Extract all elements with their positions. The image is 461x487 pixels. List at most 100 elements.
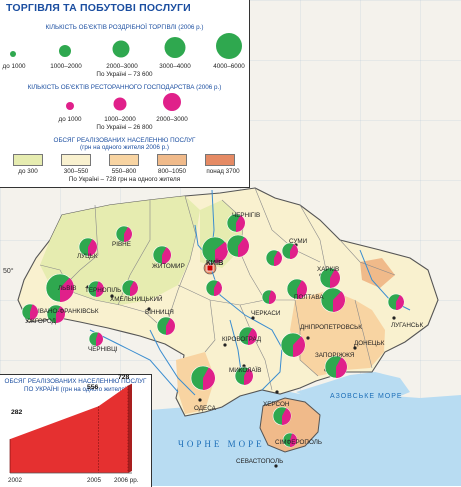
restaurant-slice	[274, 250, 282, 266]
x-tick-label: 2005	[87, 477, 102, 484]
legend-panel: ТОРГІВЛЯ ТА ПОБУТОВІ ПОСЛУГИ КІЛЬКІСТЬ О…	[0, 0, 250, 188]
income-swatch	[13, 154, 43, 166]
city-label: ВІННИЦЯ	[145, 309, 174, 316]
area-side	[128, 383, 132, 473]
restaurant-slice	[333, 291, 345, 312]
latitude-label: 50°	[3, 268, 14, 275]
map-title: ТОРГІВЛЯ ТА ПОБУТОВІ ПОСЛУГИ	[6, 2, 191, 14]
city-label: ХАРКІВ	[317, 266, 339, 273]
income-class-label: понад 3700	[206, 168, 240, 175]
city-label: СЕВАСТОПОЛЬ	[236, 458, 283, 465]
city-label: СІМФЕРОПОЛЬ	[275, 439, 322, 446]
income-zone-low	[40, 196, 200, 305]
city-label: МИКОЛАЇВ	[229, 366, 261, 374]
income-legend-heading: ОБСЯГ РЕАЛІЗОВАНИХ НАСЕЛЕННЮ ПОСЛУГ	[53, 137, 196, 144]
city-label: РІВНЕ	[112, 241, 131, 248]
restaurant-slice	[30, 304, 39, 320]
retail-class-label: 2000–3000	[106, 63, 138, 70]
restaurant-slice	[330, 269, 340, 288]
city-label: КІРОВОГРАД	[222, 336, 262, 343]
restaurant-slice	[244, 368, 253, 385]
income-swatch	[157, 154, 187, 166]
income-class-label: 550–800	[111, 168, 137, 175]
restaurant-legend-heading: КІЛЬКІСТЬ ОБ'ЄКТІВ РЕСТОРАННОГО ГОСПОДАР…	[27, 84, 222, 91]
restaurant-slice	[130, 280, 139, 296]
restaurant-slice	[214, 280, 223, 296]
city-label: ЧЕРНІГІВ	[232, 212, 260, 219]
chart-title: ОБСЯГ РЕАЛІЗОВАНИХ НАСЕЛЕННЮ ПОСЛУГ ПО У…	[4, 378, 147, 393]
restaurant-slice	[215, 241, 229, 263]
city-label: ХЕРСОН	[263, 401, 290, 408]
pie-symbols	[21, 213, 405, 448]
retail-legend-symbols	[10, 33, 242, 59]
black-sea-label: ЧОРНЕ МОРЕ	[178, 439, 265, 449]
restaurant-slice	[124, 226, 132, 242]
restaurant-slice	[290, 243, 298, 259]
restaurant-slice	[336, 357, 347, 378]
city-label: ТЕРНОПІЛЬ	[85, 287, 121, 294]
x-tick-label: 2002	[8, 477, 23, 484]
restaurant-class-label: 1000–2000	[104, 116, 136, 123]
restaurant-slice	[60, 277, 75, 302]
restaurant-total: По Україні – 26 800	[96, 124, 153, 131]
city-label: ЛЬВІВ	[58, 285, 76, 292]
restaurant-slice	[56, 306, 65, 323]
city-label: СУМИ	[289, 238, 308, 245]
restaurant-class-label: 2000–3000	[156, 116, 188, 123]
income-class-label: до 300	[18, 168, 38, 175]
city-label: ДНІПРОПЕТРОВСЬК	[300, 324, 362, 331]
area-series	[10, 385, 128, 473]
data-label: 282	[11, 409, 23, 416]
city-label: ОДЕСА	[194, 405, 217, 412]
income-swatch	[109, 154, 139, 166]
restaurant-slice	[290, 433, 298, 447]
restaurant-class-label: до 1000	[58, 116, 82, 123]
restaurant-slice	[88, 239, 97, 256]
services-volume-chart: ОБСЯГ РЕАЛІЗОВАНИХ НАСЕЛЕННЮ ПОСЛУГ ПО У…	[0, 374, 152, 487]
restaurant-slice	[396, 294, 405, 310]
restaurant-slice	[96, 332, 104, 346]
city-label: ЖИТОМИР	[152, 263, 185, 270]
income-total: По Україні – 728 грн на одного жителя	[68, 176, 181, 183]
retail-class-label: 1000–2000	[50, 63, 82, 70]
city-label: ЛУГАНСЬК	[391, 322, 424, 329]
capital-marker	[206, 264, 214, 272]
chart-plot	[9, 383, 132, 474]
city-label: УЖГОРОД	[25, 318, 57, 325]
azov-sea	[296, 372, 410, 406]
restaurant-slice	[293, 336, 306, 357]
city-label: ЗАПОРІЖЖЯ	[315, 352, 355, 359]
data-label: 728	[118, 374, 130, 381]
retail-class-label: 3000–4000	[159, 63, 191, 70]
restaurant-slice	[297, 280, 307, 299]
income-class-label: 800–1050	[157, 168, 187, 175]
retail-legend-heading: КІЛЬКІСТЬ ОБ'ЄКТІВ РОЗДРІБНОЇ ТОРГІВЛІ (…	[45, 24, 204, 31]
city-label: ХМЕЛЬНИЦЬКИЙ	[110, 294, 163, 303]
retail-class-label: 4000–6000	[213, 63, 245, 70]
restaurant-slice	[236, 215, 246, 232]
city-label: ЧЕРКАСИ	[251, 310, 281, 317]
restaurant-slice	[238, 237, 249, 258]
restaurant-slice	[166, 318, 175, 335]
city-label: ЛУЦЬК	[77, 253, 98, 260]
x-tick-label: 2006 рр.	[114, 477, 139, 484]
restaurant-slice	[203, 367, 215, 390]
restaurant-slice	[269, 290, 277, 304]
city-label: ІВАНО-ФРАНКІВСЬК	[38, 308, 99, 315]
restaurant-slice	[282, 408, 291, 425]
restaurant-slice	[96, 281, 105, 297]
income-swatch	[61, 154, 91, 166]
azov-sea-label: АЗОВСЬКЕ МОРЕ	[330, 393, 403, 400]
income-zone-mid	[290, 290, 385, 376]
city-label: ДОНЕЦЬК	[354, 340, 385, 347]
restaurant-slice	[162, 247, 172, 264]
city-label: ПОЛТАВА	[294, 294, 324, 301]
restaurant-legend-symbols	[66, 93, 181, 111]
data-label: 556	[87, 384, 99, 391]
retail-class-label: до 1000	[2, 63, 26, 70]
income-legend-subheading: (грн на одного жителя 2006 р.)	[79, 144, 170, 151]
city-labels: ЛУЦЬК РІВНЕ ЖИТОМИР ЧЕРНІГІВ СУМИ ХАРКІВ…	[25, 212, 424, 465]
retail-total: По Україні – 73 600	[96, 71, 153, 78]
income-swatch	[205, 154, 235, 166]
capital-label: КИЇВ	[206, 258, 224, 267]
